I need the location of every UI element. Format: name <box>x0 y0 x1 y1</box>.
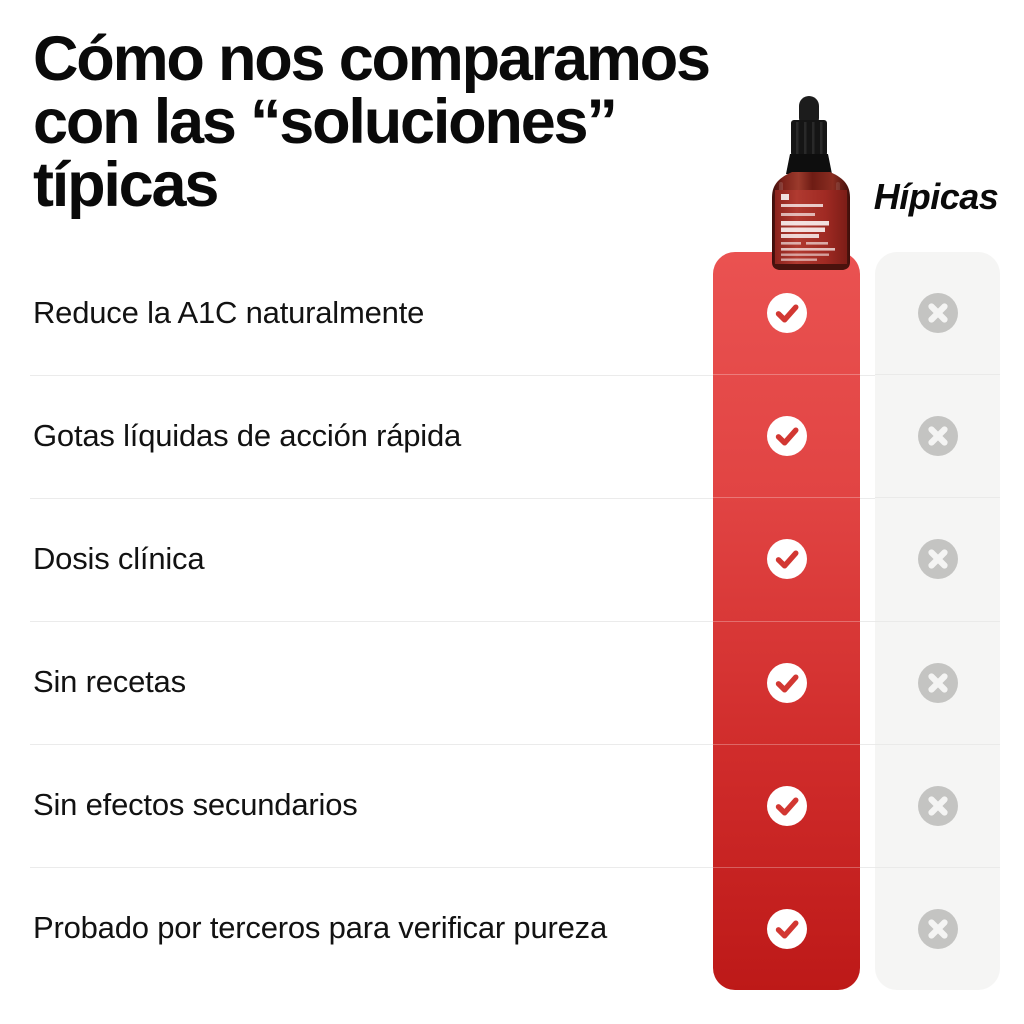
competitor-cell <box>875 252 1000 374</box>
x-icon <box>917 293 958 334</box>
row-divider <box>30 621 996 622</box>
check-icon <box>766 293 807 334</box>
row-divider <box>30 498 996 499</box>
feature-row-label: Sin recetas <box>33 664 186 700</box>
x-icon <box>917 785 958 826</box>
our-cell <box>713 374 860 497</box>
feature-list: Reduce la A1C naturalmente Gotas líquida… <box>33 252 633 990</box>
our-cell <box>713 743 860 867</box>
x-icon <box>917 416 958 457</box>
feature-row-label: Gotas líquidas de acción rápida <box>33 418 462 454</box>
product-bottle-image <box>772 96 850 270</box>
check-icon <box>766 539 807 580</box>
feature-row-label: Reduce la A1C naturalmente <box>33 295 425 331</box>
feature-row-label: Sin efectos secundarios <box>33 787 358 823</box>
our-cell <box>713 497 860 620</box>
competitor-cell <box>875 620 1000 744</box>
our-column-band <box>713 252 860 990</box>
page-title-line-3: típicas <box>33 150 219 220</box>
check-icon <box>766 662 807 703</box>
check-icon <box>766 908 807 949</box>
competitor-cell <box>875 743 1000 867</box>
row-divider <box>30 867 996 868</box>
our-cell <box>713 620 860 744</box>
feature-row-label: Dosis clínica <box>33 541 205 577</box>
competitor-column-band <box>875 252 1000 990</box>
our-cell <box>713 252 860 374</box>
our-cell <box>713 866 860 990</box>
competitor-cell <box>875 374 1000 497</box>
row-divider <box>30 744 996 745</box>
page-title-line-2: con las “soluciones” <box>33 87 618 157</box>
x-icon <box>917 662 958 703</box>
feature-row-label: Probado por terceros para verificar pure… <box>33 910 608 946</box>
check-icon <box>766 785 807 826</box>
competitor-column-header: Hípicas <box>873 176 999 217</box>
competitor-cell <box>875 497 1000 620</box>
row-divider <box>30 375 996 376</box>
page-title-line-1: Cómo nos comparamos <box>33 24 711 94</box>
check-icon <box>766 416 807 457</box>
page-title: Cómo nos comparamos con las “soluciones”… <box>33 28 773 217</box>
competitor-cell <box>875 866 1000 990</box>
x-icon <box>917 539 958 580</box>
x-icon <box>917 908 958 949</box>
